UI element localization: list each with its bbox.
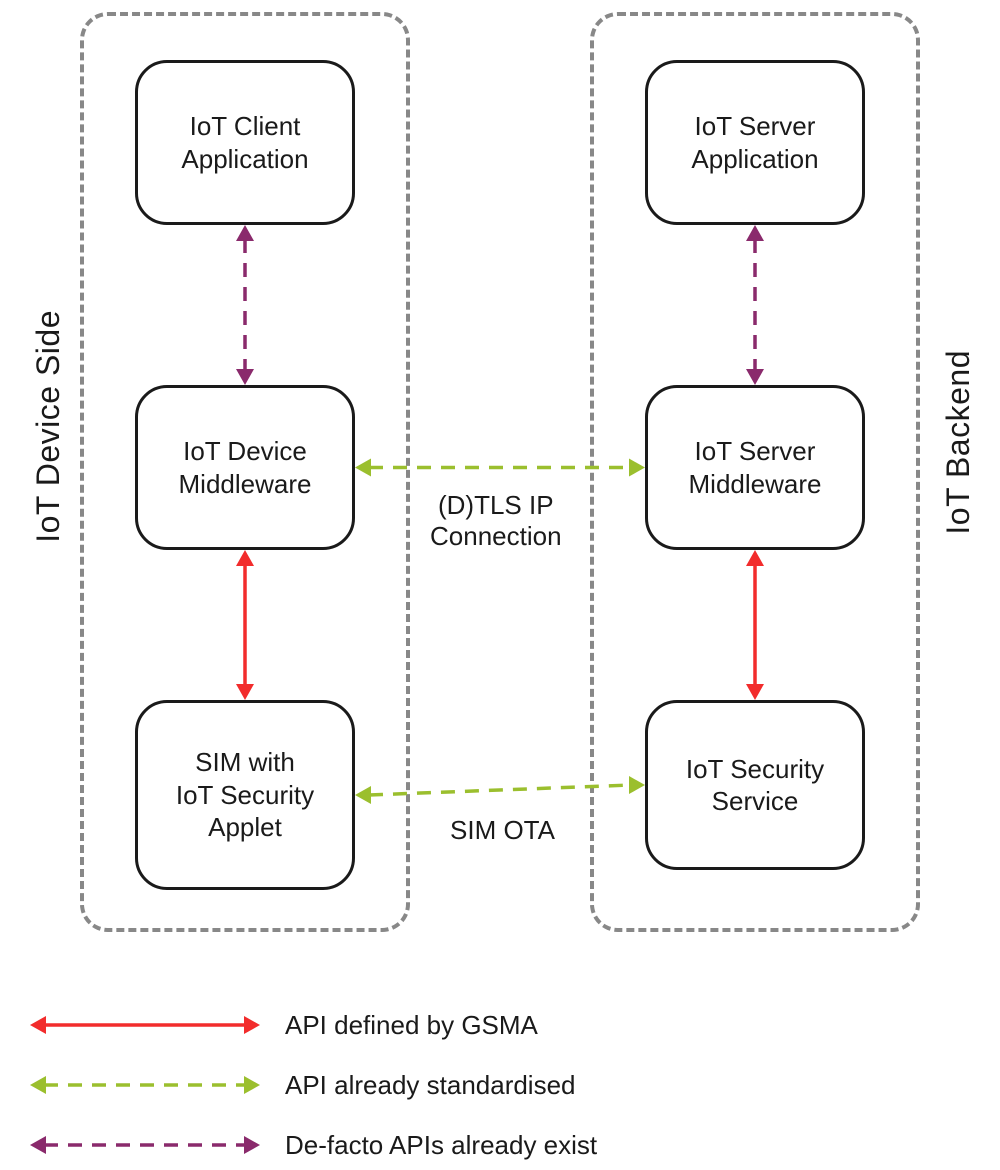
- edge-label-simota: SIM OTA: [450, 815, 555, 846]
- node-server-app: IoT ServerApplication: [645, 60, 865, 225]
- legend-line-icon: [10, 1130, 250, 1160]
- legend-line-icon: [10, 1070, 250, 1100]
- legend-row: API already standardised: [0, 1060, 1000, 1110]
- legend-text: De-facto APIs already exist: [285, 1130, 597, 1161]
- legend-line-icon: [10, 1010, 250, 1040]
- legend-text: API already standardised: [285, 1070, 576, 1101]
- node-server-mw: IoT ServerMiddleware: [645, 385, 865, 550]
- node-sim-applet: SIM withIoT SecurityApplet: [135, 700, 355, 890]
- legend-text: API defined by GSMA: [285, 1010, 538, 1041]
- iot-architecture-diagram: IoT Device Side IoT Backend IoT ClientAp…: [0, 0, 1000, 1163]
- node-sec-service: IoT SecurityService: [645, 700, 865, 870]
- node-device-mw: IoT DeviceMiddleware: [135, 385, 355, 550]
- node-client-app: IoT ClientApplication: [135, 60, 355, 225]
- edge-label-dtls: (D)TLS IPConnection: [430, 490, 562, 552]
- legend-row: API defined by GSMA: [0, 1000, 1000, 1050]
